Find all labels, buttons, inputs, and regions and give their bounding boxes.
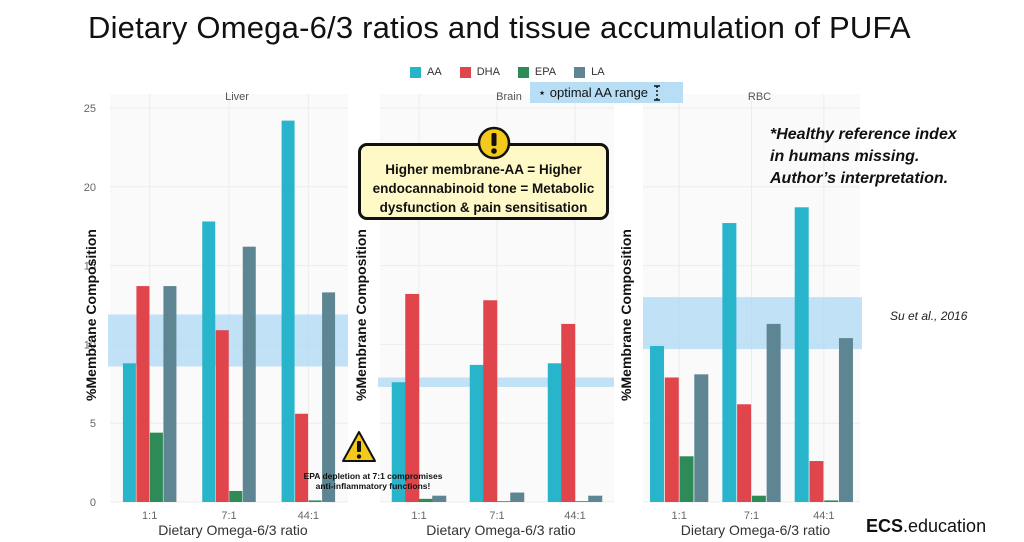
bar-aa-44:1 (281, 120, 295, 502)
x-axis-label: Dietary Omega-6/3 ratio (158, 522, 308, 538)
citation: Su et al., 2016 (890, 309, 968, 323)
bar-epa-7:1 (496, 501, 511, 502)
author-note: *Healthy reference index in humans missi… (770, 126, 957, 187)
bar-aa-44:1 (794, 207, 809, 502)
y-tick-label: 0 (90, 497, 96, 509)
legend-swatch-dha (459, 66, 471, 78)
bar-la-44:1 (588, 495, 603, 502)
warning-callout: Higher membrane-AA = Higher endocannabin… (358, 143, 609, 220)
brand-logo: ECS.education (866, 516, 986, 537)
bar-dha-7:1 (215, 330, 229, 502)
bar-la-44:1 (838, 338, 853, 502)
x-tick-label: 1:1 (411, 510, 426, 522)
bar-aa-1:1 (391, 382, 406, 502)
optimal-range-band (643, 297, 862, 350)
x-tick-label: 7:1 (221, 510, 236, 522)
optimal-range-label: ⋆ optimal AA range (530, 82, 683, 103)
bar-la-7:1 (510, 492, 525, 502)
y-tick-label: 15 (84, 261, 96, 273)
legend-label-dha: DHA (476, 66, 500, 78)
x-tick-label: 44:1 (813, 510, 834, 522)
bar-aa-7:1 (469, 364, 484, 502)
warning-triangle-icon (342, 431, 376, 462)
x-axis-label: Dietary Omega-6/3 ratio (426, 522, 576, 538)
warning-text: Higher membrane-AA = Higher endocannabin… (372, 162, 595, 215)
bar-epa-7:1 (751, 495, 766, 502)
bar-la-1:1 (432, 495, 447, 502)
bar-dha-7:1 (483, 300, 498, 502)
legend-item-dha: DHA (459, 66, 500, 78)
bar-epa-7:1 (229, 490, 243, 502)
optimal-range-text: ⋆ optimal AA range (538, 84, 649, 100)
legend-item-la: LA (574, 66, 605, 78)
bar-aa-7:1 (722, 223, 737, 502)
bar-la-44:1 (322, 292, 336, 502)
x-tick-label: 1:1 (672, 510, 687, 522)
bar-epa-1:1 (418, 498, 433, 502)
brand-rest: .education (903, 516, 987, 536)
exclamation-circle-icon (477, 126, 511, 160)
bar-la-7:1 (766, 323, 781, 502)
x-tick-label: 1:1 (142, 510, 157, 522)
legend-swatch-epa (517, 66, 529, 78)
y-tick-label: 20 (84, 182, 96, 194)
bar-epa-44:1 (574, 501, 589, 502)
y-axis-label: %Membrane Composition (618, 229, 634, 401)
x-axis-label: Dietary Omega-6/3 ratio (681, 522, 831, 538)
slide-title: Dietary Omega-6/3 ratios and tissue accu… (88, 10, 911, 45)
brand-bold: ECS (866, 516, 904, 536)
x-tick-label: 44:1 (298, 510, 319, 522)
bar-la-1:1 (694, 374, 709, 502)
bar-la-1:1 (163, 286, 177, 502)
bar-epa-1:1 (149, 432, 163, 502)
bar-epa-1:1 (679, 456, 694, 502)
legend-swatch-aa (410, 66, 421, 78)
x-tick-label: 7:1 (489, 510, 504, 522)
panel-title: Brain (496, 91, 522, 103)
bar-dha-1:1 (136, 286, 150, 502)
bar-aa-1:1 (650, 345, 665, 502)
panel-title: RBC (748, 91, 771, 103)
y-axis-label: %Membrane Composition (353, 229, 369, 401)
legend-swatch-la (574, 66, 586, 78)
legend: AA DHA EPA LA (410, 66, 605, 78)
bar-dha-7:1 (737, 404, 752, 502)
legend-label-aa: AA (427, 66, 442, 78)
x-tick-label: 7:1 (744, 510, 759, 522)
y-tick-label: 5 (90, 418, 96, 430)
bar-dha-44:1 (561, 323, 576, 502)
bar-epa-44:1 (308, 500, 322, 502)
bar-dha-1:1 (405, 293, 420, 502)
bar-aa-7:1 (202, 221, 216, 503)
x-tick-label: 44:1 (564, 510, 585, 522)
y-tick-label: 10 (84, 339, 96, 351)
bar-aa-44:1 (547, 363, 562, 502)
bar-aa-1:1 (122, 363, 136, 502)
bar-dha-44:1 (809, 461, 824, 502)
legend-label-epa: EPA (534, 66, 557, 78)
bar-dha-44:1 (295, 413, 309, 502)
legend-item-epa: EPA (517, 66, 557, 78)
legend-label-la: LA (591, 66, 605, 78)
epa-warning-text: EPA depletion at 7:1 compromises anti-in… (303, 471, 443, 491)
bar-dha-1:1 (664, 377, 679, 502)
panel-title: Liver (225, 91, 249, 103)
legend-item-aa: AA (410, 66, 442, 78)
y-tick-label: 25 (84, 103, 96, 115)
bar-epa-44:1 (824, 500, 839, 502)
y-axis-label: %Membrane Composition (83, 229, 99, 401)
range-bracket-icon (654, 84, 661, 101)
bar-la-7:1 (242, 246, 256, 502)
